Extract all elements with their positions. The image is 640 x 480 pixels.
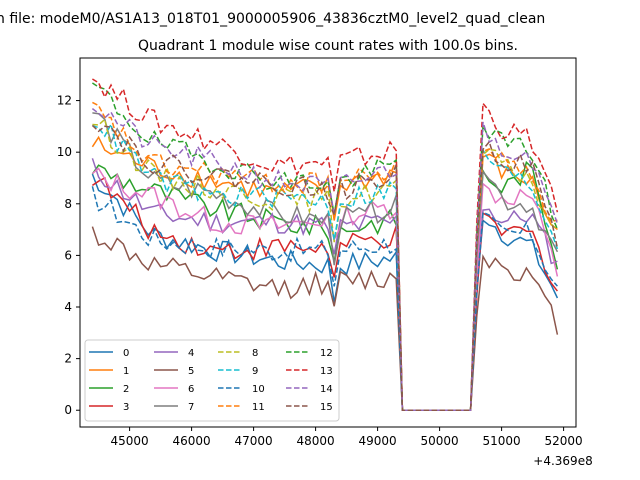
x-tick-label: 48000 bbox=[297, 434, 335, 448]
series-line-12 bbox=[91, 82, 559, 411]
chart-title: Quadrant 1 module wise count rates with … bbox=[138, 38, 518, 54]
y-axis-ticks: 0 2 4 6 8 10 12 bbox=[57, 94, 80, 417]
legend-label-12: 12 bbox=[320, 348, 333, 359]
legend-label-1: 1 bbox=[123, 366, 129, 377]
x-tick-label: 47000 bbox=[235, 434, 273, 448]
series-line-6 bbox=[91, 167, 559, 411]
legend-label-5: 5 bbox=[188, 366, 194, 377]
series-lines bbox=[91, 78, 559, 411]
plot-frame bbox=[79, 57, 577, 428]
series-line-10 bbox=[91, 186, 558, 411]
legend-label-6: 6 bbox=[188, 384, 194, 395]
x-offset-label: +4.369e8 bbox=[533, 454, 592, 468]
series-line-11 bbox=[92, 101, 558, 411]
y-tick-label: 4 bbox=[64, 300, 72, 314]
series-line-13 bbox=[92, 78, 559, 411]
x-axis-ticks: 45000 46000 47000 48000 49000 50000 51000 52000 bbox=[111, 427, 583, 448]
legend-box bbox=[84, 339, 340, 422]
legend-label-10: 10 bbox=[252, 384, 265, 395]
y-tick-label: 10 bbox=[57, 145, 72, 159]
series-line-15 bbox=[91, 124, 559, 411]
x-tick-label: 45000 bbox=[111, 434, 149, 448]
legend-label-4: 4 bbox=[188, 348, 194, 359]
x-tick-label: 46000 bbox=[173, 434, 211, 448]
y-tick-label: 12 bbox=[57, 94, 72, 108]
y-tick-label: 2 bbox=[64, 352, 72, 366]
x-tick-label: 51000 bbox=[483, 434, 521, 448]
series-line-5 bbox=[91, 226, 559, 411]
x-tick-label: 52000 bbox=[545, 434, 583, 448]
legend-label-7: 7 bbox=[188, 402, 194, 413]
legend-label-3: 3 bbox=[123, 402, 129, 413]
legend-label-9: 9 bbox=[252, 366, 258, 377]
y-tick-label: 6 bbox=[64, 248, 72, 262]
x-tick-label: 50000 bbox=[421, 434, 459, 448]
legend-label-0: 0 bbox=[123, 348, 129, 359]
legend-label-8: 8 bbox=[252, 348, 258, 359]
legend-label-13: 13 bbox=[320, 366, 333, 377]
legend-label-14: 14 bbox=[320, 384, 333, 395]
x-tick-label: 49000 bbox=[359, 434, 397, 448]
legend-label-11: 11 bbox=[252, 402, 265, 413]
legend-label-15: 15 bbox=[320, 402, 333, 413]
y-tick-label: 8 bbox=[64, 197, 72, 211]
y-tick-label: 0 bbox=[64, 403, 72, 417]
series-line-14 bbox=[91, 108, 559, 411]
series-line-8 bbox=[92, 117, 558, 411]
figure-suptitle: n file: modeM0/AS1A13_018T01_9000005906_… bbox=[0, 11, 545, 27]
legend-label-2: 2 bbox=[123, 384, 129, 395]
